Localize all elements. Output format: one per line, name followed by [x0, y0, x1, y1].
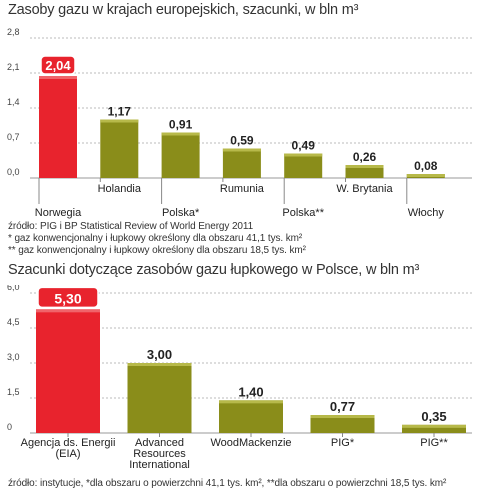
chart1-bar-top	[161, 132, 200, 136]
chart1-bar-top	[222, 148, 261, 152]
chart1-bar	[100, 119, 139, 178]
chart1-ytick-label: 2,1	[7, 62, 20, 72]
chart2-category-label: International	[129, 459, 190, 471]
chart2-bar-top	[219, 400, 283, 404]
chart1-bar	[161, 132, 200, 178]
chart1-value-label: 0,26	[353, 150, 377, 164]
chart2-value-badge	[37, 286, 99, 309]
chart1-ytick-label: 0,0	[7, 167, 20, 177]
chart2-ytick-label: 4,5	[7, 317, 20, 327]
chart2-source-note: źródło: instytucje, *dla obszaru o powie…	[8, 478, 447, 489]
chart1-value-label: 2,04	[45, 58, 71, 73]
chart2-title: Szacunki dotyczące zasobów gazu łupkoweg…	[8, 262, 420, 278]
chart2-bar	[127, 363, 192, 433]
chart1-bar	[39, 76, 77, 178]
chart1-value-label: 0,49	[292, 139, 316, 153]
chart2-value-label: 3,00	[147, 347, 172, 362]
chart2-bar-top	[36, 309, 100, 313]
chart1-ytick-label: 1,4	[7, 97, 20, 107]
chart2-bar-top	[402, 424, 466, 428]
chart2-bar-top	[310, 415, 375, 419]
chart1-value-label: 0,59	[230, 134, 254, 148]
chart1-source-note: źródło: PIG i BP Statistical Review of W…	[8, 221, 254, 232]
chart1-footnote-1: * gaz konwencjonalny i łupkowy określony…	[8, 233, 303, 244]
chart2-bar	[310, 415, 375, 433]
chart1-ytick-label: 0,7	[7, 132, 20, 142]
chart2-category-label: PIG*	[331, 437, 355, 449]
chart1-category-label: Rumunia	[220, 183, 265, 195]
chart1-bar	[345, 165, 384, 178]
chart1-bar-top	[39, 76, 77, 79]
chart2-bar	[402, 424, 466, 433]
chart2-category-label: WoodMackenzie	[210, 437, 291, 449]
chart2-bar-top	[127, 363, 192, 366]
chart2-ytick-label: 6,0	[7, 285, 20, 292]
chart2-bar	[219, 400, 283, 433]
chart2-category-label: Resources	[133, 448, 186, 460]
chart1-value-label: 0,08	[414, 159, 438, 173]
chart2-value-label: 0,77	[330, 399, 355, 414]
chart1-category-label: Norwegia	[35, 207, 82, 219]
chart1-category-label: Polska**	[282, 207, 324, 219]
chart1-bar-top	[345, 165, 384, 168]
chart2-ytick-label: 3,0	[7, 352, 20, 362]
chart1-bar	[222, 148, 261, 178]
chart1-value-label: 0,91	[169, 118, 193, 132]
chart2-category-label: (EIA)	[55, 448, 80, 460]
chart2-category-label: Advanced	[135, 437, 184, 449]
chart1-footnote-2: ** gaz konwencjonalny i łupkowy określon…	[8, 245, 306, 256]
chart2-ytick-label: 1,5	[7, 387, 20, 397]
chart1-bar	[284, 153, 323, 178]
chart1-value-label: 1,17	[108, 105, 132, 119]
chart1-plot: 0,0 0,7 1,4 2,1 2,8 2,04 Norwegia 1,17 Holandia 0…	[7, 28, 472, 219]
chart1-bar-top	[100, 119, 139, 123]
chart1-category-label: Polska*	[162, 207, 200, 219]
chart2-plot: 0 1,5 3,0 4,5 6,0 5,30 Agencja ds. Energii(EIA…	[7, 285, 472, 471]
chart2-category-label: Agencja ds. Energii	[21, 437, 116, 449]
chart1-bar-top	[284, 153, 323, 157]
chart2-ytick-label: 0	[7, 422, 12, 432]
chart2-value-label: 5,30	[54, 290, 81, 306]
chart1-category-label: W. Brytania	[336, 183, 393, 195]
chart2-value-label: 0,35	[421, 409, 446, 424]
chart1-category-label: Holandia	[98, 183, 142, 195]
chart2-category-label: PIG**	[420, 437, 448, 449]
chart1-category-label: Włochy	[408, 207, 445, 219]
chart1-bar-top	[406, 174, 445, 177]
chart2-bar	[36, 309, 100, 433]
chart1-title: Zasoby gazu w krajach europejskich, szac…	[8, 2, 359, 18]
chart1-value-badge	[40, 55, 76, 75]
chart1-ytick-label: 2,8	[7, 28, 20, 37]
chart2-value-label: 1,40	[238, 384, 263, 399]
